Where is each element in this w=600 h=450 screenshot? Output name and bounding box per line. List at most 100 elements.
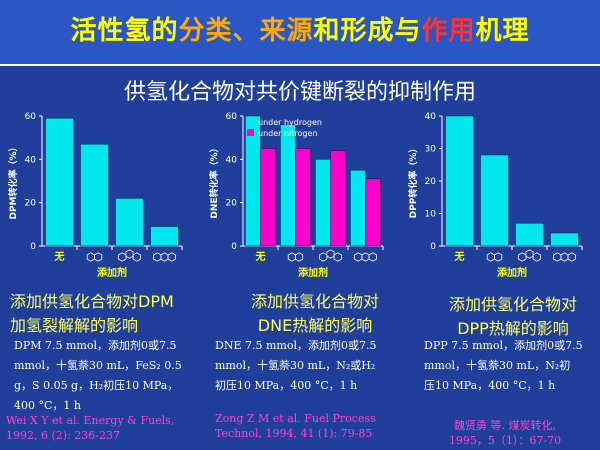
dne-caption: 添加供氢化合物对 DNE热解的影响 (240, 290, 390, 338)
slide-title: 活性氢的分类、来源和形成与作用机理 (0, 10, 600, 47)
y-tick-label: 0 (430, 242, 436, 252)
additive-structure-icon (532, 252, 541, 262)
condition-line: mmol，十氢萘30 mL，N₂初 (424, 359, 571, 372)
y-tick-label: 60 (25, 112, 37, 122)
additive-structure-icon (567, 252, 576, 262)
additive-structure-icon (326, 249, 335, 259)
bar (445, 115, 474, 247)
y-axis-label: DNE转化率（%） (208, 143, 220, 218)
additive-structure-icon (368, 252, 377, 262)
bar (550, 232, 579, 247)
slide-subtitle: 供氢化合物对共价键断裂的抑制作用 (123, 80, 476, 105)
additive-structure-icon (132, 252, 141, 262)
additive-structure-icon (525, 249, 534, 259)
dne-reference: Zong Z M et al. Fuel Process Technol, 19… (215, 411, 376, 441)
additive-structure-icon (518, 252, 527, 262)
y-tick-label: 0 (30, 242, 36, 252)
y-tick-label: 20 (425, 177, 437, 187)
bar (295, 148, 311, 247)
condition-line: mmol，十氢萘30 mL，FeS₂ 0.5 (14, 359, 182, 372)
condition-line: DPP 7.5 mmol，添加剂0或7.5 (424, 339, 583, 352)
x-axis-label: 添加剂 (97, 266, 127, 279)
reference-line: Wei X Y et al. Energy & Fuels, (6, 414, 175, 427)
bar (45, 117, 74, 247)
y-tick-label: 40 (25, 155, 37, 165)
legend-swatch (247, 118, 254, 125)
legend-label: under nitrogen (258, 129, 317, 138)
additive-structure-icon (333, 252, 342, 262)
dpp-caption: 添加供氢化合物对 DPP热解的影响 (438, 293, 588, 341)
x-tick-label: 无 (454, 251, 465, 263)
x-tick-label: 无 (54, 251, 65, 263)
additive-structure-icon (167, 252, 176, 262)
bar (150, 226, 179, 247)
x-axis-label: 添加剂 (497, 266, 527, 279)
y-axis-label: DPM转化率（%） (7, 142, 19, 219)
y-tick-label: 60 (226, 112, 238, 122)
title-part: 活性氢的 (70, 16, 179, 46)
title-part: 分类、来源 (178, 16, 314, 46)
bar (515, 223, 544, 247)
caption-line: DNE热解的影响 (257, 316, 373, 335)
dpp-conditions: DPP 7.5 mmol，添加剂0或7.5 mmol，十氢萘30 mL，N₂初 … (424, 336, 583, 396)
y-tick-label: 40 (425, 112, 437, 122)
bar (330, 150, 346, 247)
legend-label: under hydrogen (258, 118, 322, 127)
y-tick-label: 30 (425, 145, 437, 155)
condition-line: DPM 7.5 mmol，添加剂0或7.5 (14, 339, 177, 352)
dpm-conditions: DPM 7.5 mmol，添加剂0或7.5 mmol，十氢萘30 mL，FeS₂… (14, 336, 182, 416)
additive-structure-icon (287, 252, 296, 262)
bar (365, 178, 381, 247)
caption-line: 加氢裂解解的影响 (10, 316, 139, 335)
additive-structure-icon (361, 252, 370, 262)
reference-line: 1992, 6 (2): 236-237 (6, 429, 120, 442)
caption-line: 添加供氢化合物对DPM (10, 292, 174, 311)
additive-structure-icon (319, 252, 328, 262)
title-part: 机理 (475, 16, 530, 46)
reference-line: 魏贤勇 等. 煤炭转化, (454, 419, 556, 432)
reference-line: 1995，5（1）：67-70 (448, 434, 562, 447)
y-tick-label: 10 (425, 210, 437, 220)
additive-structure-icon (560, 252, 569, 262)
dpp-reference: 魏贤勇 等. 煤炭转化, 1995，5（1）：67-70 (420, 418, 590, 448)
y-tick-label: 0 (231, 242, 237, 252)
y-tick-label: 20 (25, 199, 37, 209)
additive-structure-icon (118, 252, 127, 262)
additive-structure-icon (295, 252, 304, 262)
dpm-caption: 添加供氢化合物对DPM 加氢裂解解的影响 (10, 290, 174, 338)
caption-line: 添加供氢化合物对 (448, 295, 577, 314)
additive-structure-icon (160, 252, 169, 262)
additive-structure-icon (494, 252, 503, 262)
additive-structure-icon (125, 249, 134, 259)
additive-structure-icon (553, 252, 562, 262)
caption-line: DPP热解的影响 (457, 319, 569, 338)
bar (115, 198, 144, 247)
bar (350, 169, 366, 247)
additive-structure-icon (153, 252, 162, 262)
bar (280, 124, 296, 247)
condition-line: 压10 MPa，400 °C，1 h (424, 379, 556, 392)
condition-line: 400 °C，1 h (14, 399, 81, 412)
condition-line: mmol，十氢萘30 mL，N₂或H₂ (215, 359, 376, 372)
additive-structure-icon (86, 252, 95, 262)
y-tick-label: 40 (226, 155, 238, 165)
condition-line: 初压10 MPa，400 °C，1 h (215, 379, 358, 392)
bar (480, 154, 509, 247)
y-tick-label: 20 (226, 199, 238, 209)
reference-line: Zong Z M et al. Fuel Process (215, 412, 376, 425)
additive-structure-icon (486, 252, 495, 262)
x-tick-label: 无 (255, 251, 266, 263)
legend-swatch (247, 129, 254, 136)
bar (80, 143, 109, 247)
dne-conditions: DNE 7.5 mmol，添加剂0或7.5 mmol，十氢萘30 mL，N₂或H… (215, 336, 376, 396)
condition-line: g，S 0.05 g，H₂初压10 MPa， (14, 379, 179, 392)
dpm-reference: Wei X Y et al. Energy & Fuels, 1992, 6 (… (6, 413, 174, 443)
y-axis-label: DPP转化率（%） (407, 144, 419, 219)
bar (315, 159, 331, 247)
bar (260, 148, 276, 247)
x-axis-label: 添加剂 (298, 266, 328, 279)
reference-line: Technol, 1994, 41 (1): 79-85 (215, 427, 373, 440)
